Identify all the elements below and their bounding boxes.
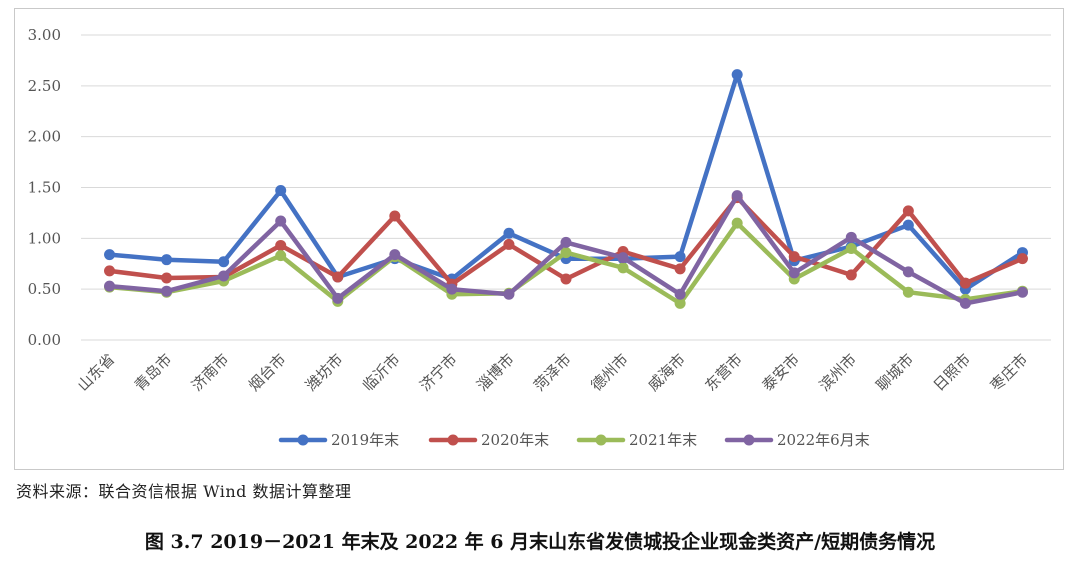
data-point	[674, 297, 686, 309]
chart-frame: 0.00 0.50 1.00 1.50 2.00 2.50 3.00 山东省 青岛市 济南市 烟台…	[14, 8, 1064, 470]
data-point	[503, 238, 515, 250]
data-point	[503, 227, 515, 239]
y-tick-label: 1.00	[28, 229, 61, 247]
data-point	[161, 272, 173, 284]
data-point	[845, 243, 857, 254]
source-note: 资料来源：联合资信根据 Wind 数据计算整理	[16, 482, 352, 501]
y-tick-label: 0.50	[28, 280, 61, 298]
data-point	[104, 249, 116, 261]
legend-item: 2019年末	[278, 431, 399, 449]
data-point	[389, 249, 401, 261]
legend-swatch-marker	[447, 434, 459, 446]
legend-label: 2019年末	[331, 431, 399, 449]
x-tick-label: 菏泽市	[530, 350, 575, 395]
y-tick-label: 2.00	[28, 128, 61, 146]
line-chart: 0.00 0.50 1.00 1.50 2.00 2.50 3.00 山东省 青岛市 济南市 烟台…	[28, 26, 1051, 449]
data-point	[1016, 253, 1028, 265]
data-point	[674, 251, 686, 263]
data-point	[161, 254, 173, 266]
data-point	[674, 288, 686, 300]
legend-item: 2020年末	[428, 431, 549, 449]
legend-label: 2021年末	[629, 431, 697, 449]
data-point	[275, 239, 287, 251]
data-point	[332, 292, 344, 304]
series-lines	[104, 69, 1028, 309]
figure-caption: 图 3.7 2019－2021 年末及 2022 年 6 月末山东省发债城投企业…	[144, 531, 936, 553]
legend-label: 2022年6月末	[777, 431, 870, 449]
data-point	[845, 231, 857, 243]
series-4	[104, 190, 1028, 309]
x-axis-ticks: 山东省 青岛市 济南市 烟台市 潍坊市 临沂市 济宁市 淄博市 菏泽市 德州市 威海市 东营市 泰安市滨…	[74, 350, 1032, 395]
data-point	[959, 277, 971, 289]
data-point	[788, 267, 800, 279]
data-point	[674, 263, 686, 275]
x-tick-label: 枣庄市	[987, 350, 1032, 395]
data-point	[788, 251, 800, 263]
data-point	[560, 247, 572, 259]
legend-item: 2022年6月末	[724, 431, 870, 449]
x-tick-label: 淄博市	[473, 350, 518, 395]
legend-label: 2020年末	[481, 431, 549, 449]
data-point	[389, 210, 401, 222]
x-tick-label: 聊城市	[873, 350, 918, 395]
data-point	[845, 269, 857, 281]
x-tick-label: 济南市	[188, 350, 233, 395]
x-tick-label: 临沂市	[359, 350, 404, 395]
series-2	[104, 192, 1028, 290]
data-point	[275, 215, 287, 227]
data-point	[218, 270, 230, 282]
x-tick-label: 潍坊市	[302, 350, 347, 395]
legend-swatch-marker	[595, 434, 607, 446]
data-point	[902, 286, 914, 298]
x-tick-label: 山东省	[74, 350, 119, 395]
x-tick-label: 滨州市	[816, 350, 861, 395]
data-point	[446, 283, 458, 295]
legend-item: 2021年末	[576, 431, 697, 449]
legend: 2019年末 2020年末 2021年末 2022年6月末	[278, 431, 870, 449]
legend-swatch-marker	[297, 434, 309, 446]
y-tick-label: 1.50	[28, 179, 61, 197]
data-point	[731, 190, 743, 202]
y-axis-ticks: 0.00 0.50 1.00 1.50 2.00 2.50 3.00	[28, 26, 61, 349]
data-point	[959, 297, 971, 309]
data-point	[731, 69, 743, 81]
x-tick-label: 日照市	[930, 350, 975, 395]
data-point	[161, 285, 173, 297]
data-point	[275, 250, 287, 262]
x-tick-label: 德州市	[587, 350, 632, 395]
y-tick-label: 2.50	[28, 77, 61, 95]
data-point	[617, 262, 629, 274]
data-point	[617, 252, 629, 264]
data-point	[560, 273, 572, 285]
data-point	[218, 256, 230, 268]
data-point	[104, 265, 116, 277]
data-point	[1016, 286, 1028, 298]
x-tick-label: 威海市	[644, 350, 689, 395]
data-point	[275, 185, 287, 197]
legend-swatch-marker	[743, 434, 755, 446]
y-tick-label: 0.00	[28, 331, 61, 349]
x-tick-label: 烟台市	[245, 350, 290, 395]
data-point	[902, 266, 914, 278]
data-point	[731, 217, 743, 229]
data-point	[503, 288, 515, 300]
data-point	[560, 236, 572, 248]
x-tick-label: 泰安市	[759, 350, 804, 395]
data-point	[902, 205, 914, 217]
data-point	[104, 280, 116, 292]
y-tick-label: 3.00	[28, 26, 61, 44]
x-tick-label: 济宁市	[416, 350, 461, 395]
data-point	[902, 219, 914, 231]
x-tick-label: 青岛市	[131, 350, 176, 395]
x-tick-label: 东营市	[701, 350, 746, 395]
data-point	[332, 271, 344, 283]
